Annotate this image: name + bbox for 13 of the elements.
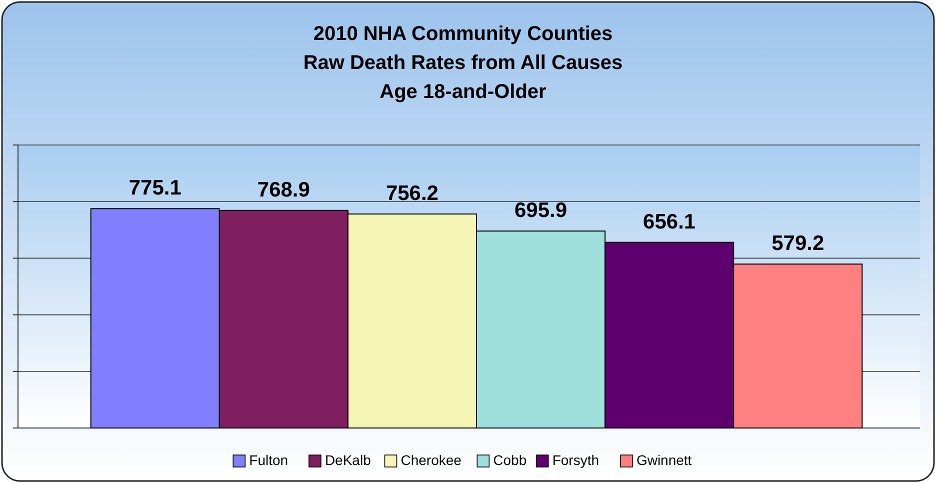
legend-label: Gwinnett [636,452,692,468]
legend-label: Forsyth [552,452,600,468]
legend-label: Fulton [249,452,288,468]
legend-label: DeKalb [324,452,372,468]
data-label: 579.2 [772,232,824,256]
data-label: 695.9 [514,199,568,222]
data-label: 775.1 [128,176,182,200]
data-label: 768.9 [257,178,310,202]
data-label: 756.2 [386,182,439,205]
data-label: 656.1 [643,210,696,234]
legend-label: Cobb [493,452,527,468]
legend-label: Cherokee [400,452,462,468]
chart-title: 2010 NHA Community Counties Raw Death Rates from All Causes Age 18-and-Older [303,23,623,103]
